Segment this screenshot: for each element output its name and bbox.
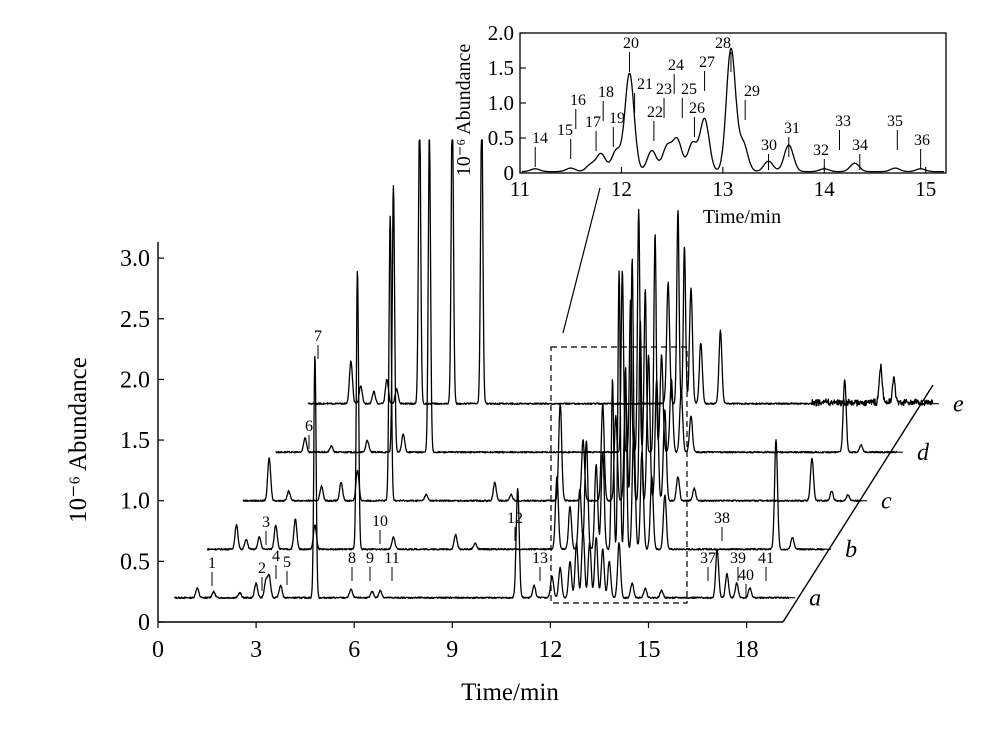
inset-x-axis-label: Time/min	[703, 206, 781, 228]
inset-y-axis-label: 10⁻⁶ Abundance	[453, 44, 475, 177]
y-tick-label: 1.0	[120, 489, 150, 515]
peak-label-40: 40	[738, 567, 754, 584]
peak-label-8: 8	[348, 550, 356, 567]
inset-peak-label-29: 29	[744, 83, 760, 100]
series-label-a: a	[809, 586, 821, 612]
x-tick-label: 18	[735, 637, 759, 663]
x-tick-label: 9	[446, 637, 458, 663]
inset-chart: 11 12 13 14 15 0 0.5 1.0 1.5 2.0 14 15 16 17 18 19 20 2…	[453, 21, 947, 228]
inset-y-tick-label: 1.0	[488, 91, 514, 115]
series-label-b: b	[845, 537, 857, 563]
main-axes: 0 3 6 9 12 15 18 00.51.01.52.02.53.0 Time/min …	[65, 242, 939, 706]
x-tick-label: 12	[538, 637, 562, 663]
peak-label-9: 9	[366, 550, 374, 567]
inset-peak-label-21: 21	[637, 76, 653, 93]
series-label-d: d	[917, 440, 930, 466]
inset-peak-label-36: 36	[914, 132, 930, 149]
inset-y-tick-label: 1.5	[488, 56, 514, 80]
peak-label-6: 6	[305, 418, 313, 435]
inset-x-tick-label: 11	[510, 177, 530, 201]
inset-peak-label-27: 27	[699, 54, 715, 71]
inset-peak-label-32: 32	[813, 142, 829, 159]
inset-y-tick-label: 2.0	[488, 21, 514, 45]
inset-peak-label-23: 23	[656, 81, 672, 98]
inset-peak-label-28: 28	[715, 35, 731, 52]
inset-y-ticks: 0 0.5 1.0 1.5 2.0	[488, 21, 526, 185]
x-tick-label: 3	[250, 637, 262, 663]
peak-label-38: 38	[714, 510, 730, 527]
inset-peak-label-30: 30	[761, 137, 777, 154]
series-label-c: c	[881, 489, 892, 515]
y-tick-label: 3.0	[120, 246, 150, 272]
y-tick-label: 0	[138, 610, 150, 636]
inset-peak-label-14: 14	[532, 130, 548, 147]
x-tick-label: 6	[348, 637, 360, 663]
inset-y-tick-label: 0	[504, 161, 515, 185]
inset-peak-label-16: 16	[570, 92, 586, 109]
inset-x-tick-label: 13	[712, 177, 733, 201]
inset-peak-label-34: 34	[852, 137, 868, 154]
x-tick-label: 15	[637, 637, 661, 663]
peak-label-41: 41	[758, 550, 774, 567]
inset-peak-label-35: 35	[887, 113, 903, 130]
peak-label-39: 39	[730, 550, 746, 567]
y-tick-label: 1.5	[120, 428, 150, 454]
inset-peak-label-19: 19	[609, 110, 625, 127]
peak-label-3: 3	[262, 514, 270, 531]
inset-x-ticks: 11 12 13 14 15	[510, 167, 936, 201]
inset-trace	[521, 47, 945, 173]
inset-trace-line	[521, 47, 945, 173]
trace-c	[242, 215, 861, 503]
y-tick-label: 2.0	[120, 367, 150, 393]
inset-peak-label-20: 20	[623, 35, 639, 52]
peak-label-1: 1	[208, 555, 216, 572]
peak-label-12: 12	[507, 510, 523, 527]
peak-label-2: 2	[258, 560, 266, 577]
x-axis-label: Time/min	[461, 679, 559, 706]
inset-peak-label-31: 31	[784, 120, 800, 137]
series-label-e: e	[953, 392, 964, 418]
trace-a	[174, 355, 790, 600]
y-ticks: 0 0.5 1.0 1.5 2.0 2.5 3.0	[120, 246, 164, 636]
peak-label-13: 13	[532, 550, 548, 567]
zoom-region-box	[550, 346, 688, 604]
x-ticks: 0 3 6 9 12 15 18	[152, 622, 759, 663]
trace-d	[275, 139, 898, 454]
trace-b	[206, 270, 826, 551]
inset-peak-label-24: 24	[668, 57, 684, 74]
inset-peak-label-18: 18	[598, 84, 614, 101]
inset-peak-label-22: 22	[647, 104, 663, 121]
inset-x-tick-label: 14	[814, 177, 836, 201]
chromatogram-traces	[174, 139, 934, 600]
peak-label-4: 4	[272, 548, 280, 565]
y-tick-label: 2.5	[120, 307, 150, 333]
inset-peak-label-17: 17	[585, 114, 601, 131]
inset-peak-label-26: 26	[689, 100, 705, 117]
peak-label-11: 11	[384, 550, 399, 567]
inset-x-tick-label: 15	[915, 177, 936, 201]
peak-label-7: 7	[314, 328, 322, 345]
zoom-connector-line	[562, 187, 601, 334]
trace-e	[307, 139, 934, 407]
y-axis-label: 10⁻⁶ Abundance	[65, 357, 92, 523]
y-tick-label: 0.5	[120, 549, 150, 575]
inset-peak-label-25: 25	[681, 81, 697, 98]
inset-peak-label-15: 15	[557, 122, 573, 139]
peak-label-5: 5	[283, 554, 291, 571]
depth-axis-line	[782, 384, 934, 623]
depth-ticks	[787, 403, 939, 599]
peak-label-10: 10	[372, 513, 388, 530]
x-tick-label: 0	[152, 637, 164, 663]
inset-x-tick-label: 12	[611, 177, 632, 201]
inset-y-tick-label: 0.5	[488, 126, 514, 150]
inset-peak-label-33: 33	[835, 113, 851, 130]
peak-label-37: 37	[700, 550, 716, 567]
